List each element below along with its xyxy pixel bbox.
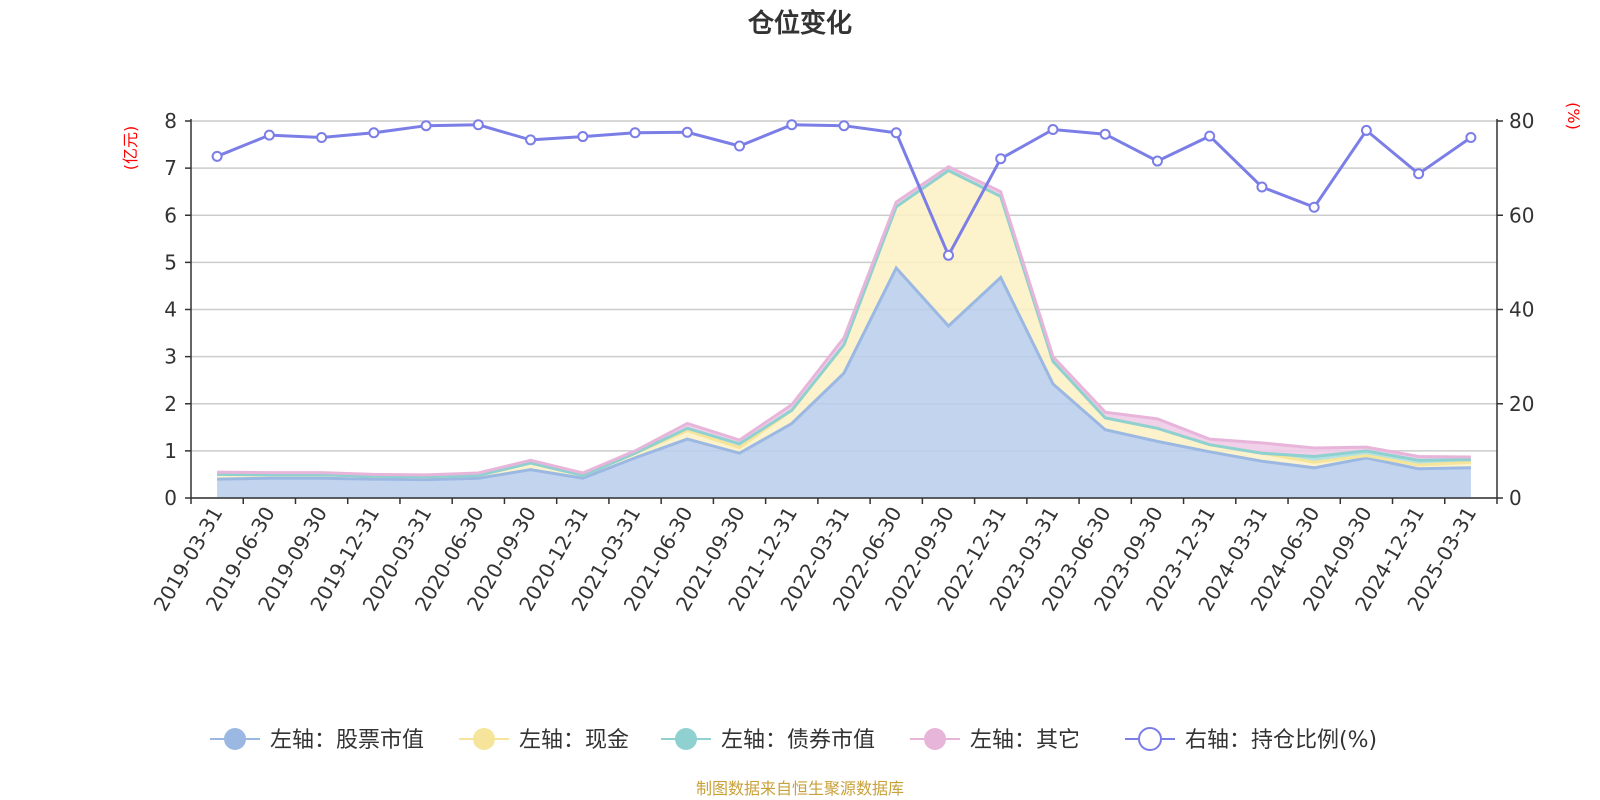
left-tick-label: 0 bbox=[164, 486, 177, 510]
legend-label: 左轴：其它 bbox=[970, 728, 1080, 753]
area-line-series-1 bbox=[217, 265, 1471, 482]
legend-item-1[interactable]: 左轴：股票市值 bbox=[210, 728, 424, 753]
chart-title: 仓位变化 bbox=[747, 8, 852, 39]
left-tick-label: 1 bbox=[164, 439, 177, 463]
ratio-point bbox=[838, 120, 850, 132]
ratio-point bbox=[1256, 181, 1268, 193]
legend-item-4[interactable]: 左轴：其它 bbox=[910, 728, 1080, 753]
ratio-point bbox=[1047, 123, 1059, 135]
ratio-point bbox=[681, 126, 693, 138]
ratio-point bbox=[263, 129, 275, 141]
area--fill bbox=[217, 268, 1471, 498]
stacked-areas bbox=[217, 164, 1471, 498]
ratio-line bbox=[216, 123, 1472, 259]
left-tick-label: 3 bbox=[164, 345, 177, 369]
legend-item-2[interactable]: 左轴：现金 bbox=[459, 728, 629, 753]
left-tick-label: 8 bbox=[164, 109, 177, 133]
right-tick-label: 20 bbox=[1509, 392, 1534, 416]
ratio-point bbox=[786, 119, 798, 131]
legend-marker bbox=[1138, 727, 1162, 751]
ratio-point bbox=[368, 127, 380, 139]
left-tick-label: 7 bbox=[164, 156, 177, 180]
right-tick-label: 60 bbox=[1509, 203, 1534, 227]
legend-label: 左轴：股票市值 bbox=[270, 728, 424, 753]
ratio-point bbox=[1308, 201, 1320, 213]
ratio-point bbox=[1360, 124, 1372, 136]
ratio-point bbox=[420, 120, 432, 132]
legend: 左轴：股票市值 左轴：现金 左轴：债券市值 左轴：其它 右轴：持仓比例(%) bbox=[210, 727, 1377, 753]
legend-marker bbox=[675, 728, 697, 750]
ratio-point bbox=[942, 249, 954, 261]
legend-item-5[interactable]: 右轴：持仓比例(%) bbox=[1125, 727, 1377, 753]
left-axis-unit: (亿元) bbox=[121, 126, 140, 171]
ratio-point bbox=[525, 134, 537, 146]
ratio-point bbox=[211, 150, 223, 162]
position-ratio-series bbox=[211, 119, 1477, 261]
legend-label: 左轴：债券市值 bbox=[721, 728, 875, 753]
legend-marker bbox=[924, 728, 946, 750]
ratio-point bbox=[1413, 168, 1425, 180]
source-note: 制图数据来自恒生聚源数据库 bbox=[696, 779, 904, 798]
legend-label: 右轴：持仓比例(%) bbox=[1185, 728, 1377, 753]
ratio-point bbox=[1204, 130, 1216, 142]
area-line-series-3 bbox=[217, 168, 1471, 479]
right-tick-label: 40 bbox=[1509, 298, 1534, 322]
ratio-point bbox=[1099, 128, 1111, 140]
ratio-point bbox=[577, 131, 589, 143]
ratio-point bbox=[472, 119, 484, 131]
ratio-point bbox=[734, 140, 746, 152]
ratio-point bbox=[316, 131, 328, 143]
ratio-point bbox=[1465, 131, 1477, 143]
right-tick-label: 80 bbox=[1509, 109, 1534, 133]
ratio-point bbox=[1151, 155, 1163, 167]
left-tick-label: 5 bbox=[164, 250, 177, 274]
legend-label: 左轴：现金 bbox=[519, 728, 629, 753]
legend-marker bbox=[224, 728, 246, 750]
legend-marker bbox=[473, 728, 495, 750]
left-tick-label: 4 bbox=[164, 298, 177, 322]
right-tick-label: 0 bbox=[1509, 486, 1522, 510]
left-tick-label: 2 bbox=[164, 392, 177, 416]
left-tick-label: 6 bbox=[164, 203, 177, 227]
ratio-point bbox=[995, 153, 1007, 165]
area-line-series-4 bbox=[217, 164, 1471, 477]
legend-item-3[interactable]: 左轴：债券市值 bbox=[661, 728, 875, 753]
ratio-point bbox=[890, 127, 902, 139]
right-axis-unit: (%) bbox=[1564, 102, 1583, 130]
ratio-point bbox=[629, 127, 641, 139]
